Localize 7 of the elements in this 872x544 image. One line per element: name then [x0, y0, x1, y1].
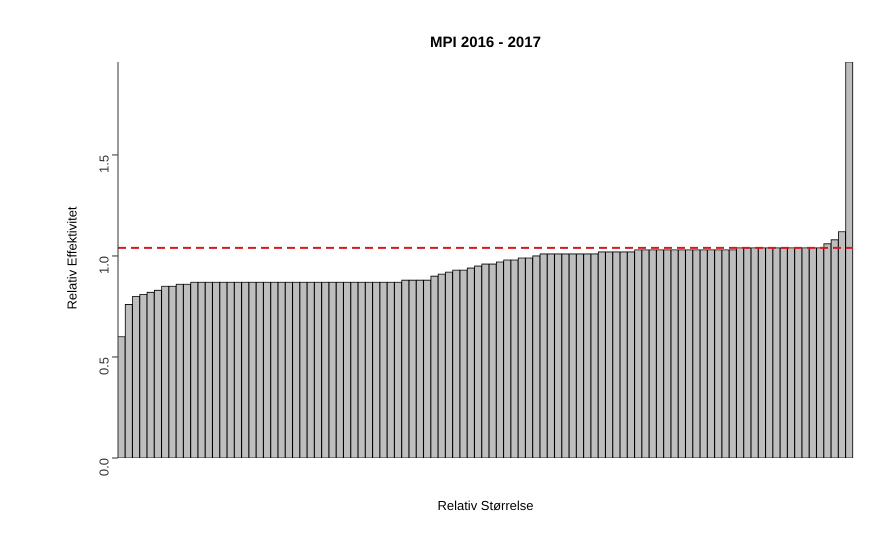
y-tick-label: 0.0: [96, 458, 112, 476]
y-tick-label: 0.5: [96, 356, 112, 376]
y-tick-label: 1.5: [96, 154, 112, 174]
x-axis-title: Relativ Størrelse: [436, 498, 535, 513]
chart-title: MPI 2016 - 2017: [429, 34, 542, 51]
y-tick-label: 1.0: [96, 256, 112, 274]
y-axis-title: Relativ Effektivitet: [64, 206, 80, 310]
